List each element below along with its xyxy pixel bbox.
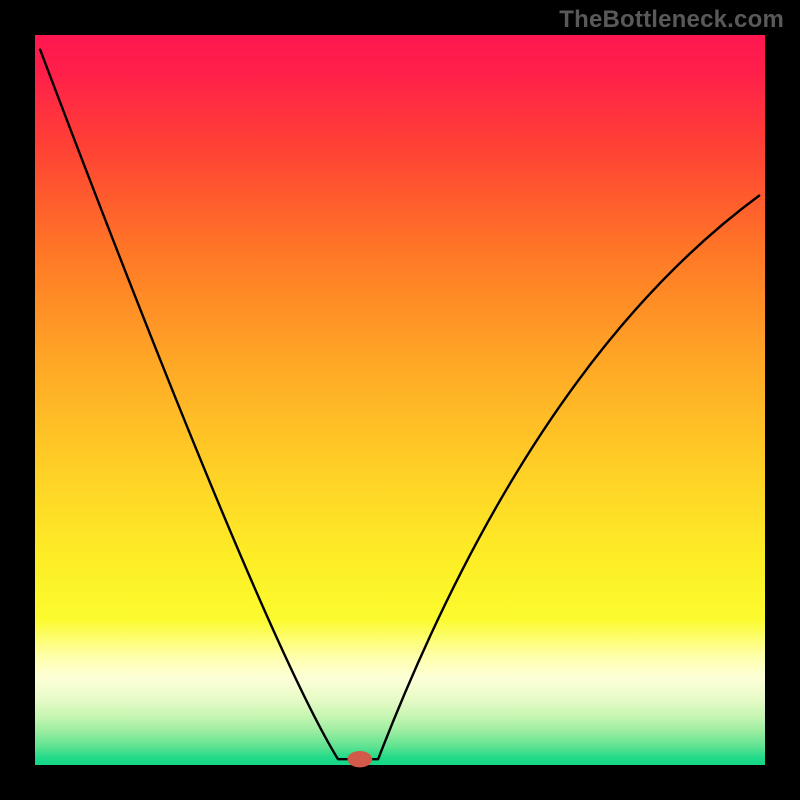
chart-frame: TheBottleneck.com	[0, 0, 800, 800]
bottleneck-chart	[0, 0, 800, 800]
plot-background	[35, 35, 765, 765]
minimum-marker	[347, 751, 372, 767]
watermark-text: TheBottleneck.com	[559, 6, 784, 34]
